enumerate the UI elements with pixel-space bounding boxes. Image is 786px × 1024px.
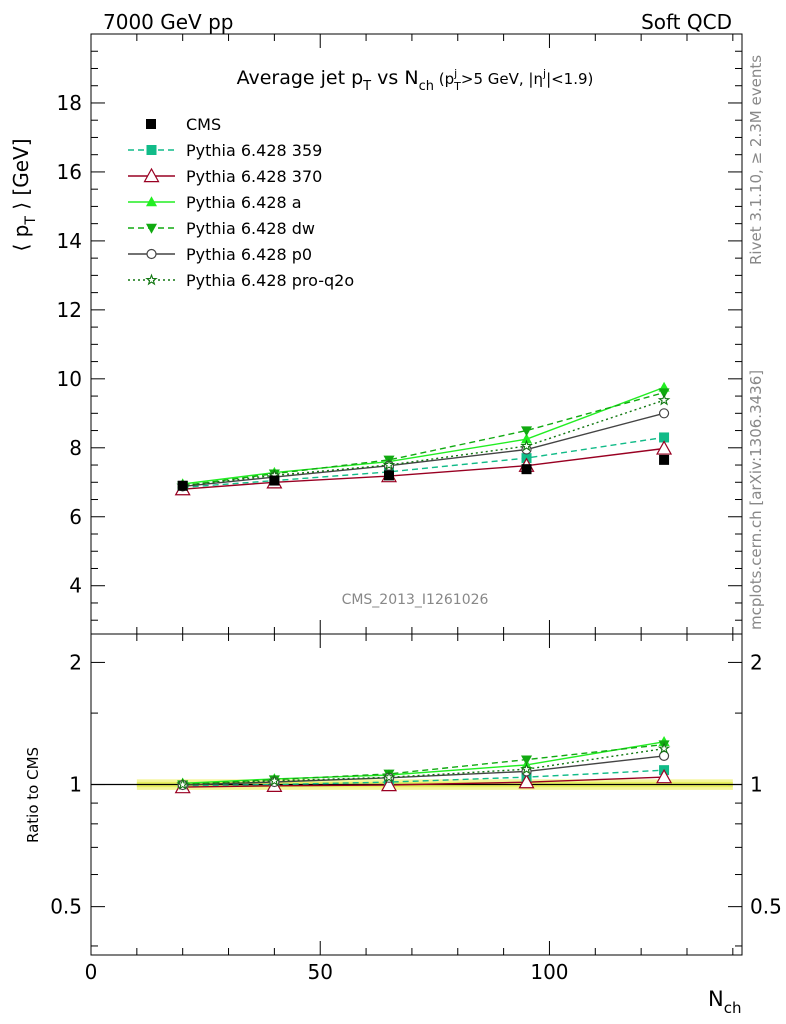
ratio-series-point-5 (268, 774, 281, 787)
ratio-series-point-5 (176, 777, 189, 790)
legend-marker-3 (145, 223, 158, 234)
legend-label-1: Pythia 6.428 370 (186, 167, 322, 186)
data-point (383, 470, 394, 481)
y-tick-label: 8 (69, 436, 82, 460)
x-tick-label: 50 (307, 960, 332, 984)
header-left: 7000 GeV pp (103, 10, 234, 34)
ratio-tick-label: 0.5 (50, 895, 82, 919)
y-tick-label: 12 (57, 298, 82, 322)
legend-marker-data (146, 119, 156, 129)
y-tick-label: 14 (57, 229, 82, 253)
legend-label-4: Pythia 6.428 p0 (186, 245, 312, 264)
ratio-y-axis-label: Ratio to CMS (24, 747, 42, 843)
y-tick-label: 18 (57, 91, 82, 115)
series-line-5 (182, 399, 665, 487)
ratio-series-point-5 (657, 742, 671, 754)
legend-marker-4 (146, 248, 157, 260)
ratio-series-line-3 (182, 743, 665, 786)
series-point-1 (656, 440, 673, 455)
x-tick-label: 100 (530, 960, 568, 984)
y-tick-label: 6 (69, 505, 82, 529)
legend: CMS Pythia 6.428 359 Pythia 6.428 370 Pythi… (128, 115, 354, 290)
legend-label-data: CMS (186, 115, 221, 134)
x-axis-label: Nch (708, 987, 741, 1017)
legend-marker-2 (145, 196, 158, 207)
rivet-label: Rivet 3.1.10, ≥ 2.3M events (747, 55, 765, 265)
ratio-tick-label: 1 (69, 773, 82, 797)
ratio-series-point-3 (521, 755, 533, 766)
mcplots-label: mcplots.cern.ch [arXiv:1306.3436] (747, 370, 765, 630)
series-point-3 (658, 388, 670, 399)
ratio-series-point-5 (520, 762, 533, 775)
ratio-tick-label-right: 2 (750, 650, 763, 674)
series-point-4 (658, 408, 670, 419)
series-line-2 (182, 386, 665, 485)
ratio-tick-label-right: 0.5 (750, 895, 782, 919)
ratio-tick-label-right: 1 (750, 773, 763, 797)
legend-label-2: Pythia 6.428 a (186, 193, 302, 212)
x-tick-label: 0 (85, 960, 98, 984)
y-tick-label: 16 (57, 160, 82, 184)
series-line-0 (182, 436, 665, 489)
ratio-series-point-5 (382, 770, 396, 783)
legend-marker-1 (143, 167, 160, 183)
series-point-5 (382, 458, 396, 471)
ratio-series-point-1 (380, 776, 398, 792)
analysis-watermark: CMS_2013_I1261026 (342, 592, 489, 608)
ratio-frame (90, 633, 743, 956)
ratio-series-point-4 (658, 750, 670, 761)
series-line-3 (182, 391, 665, 487)
legend-label-5: Pythia 6.428 pro-q2o (186, 271, 354, 290)
main-plot-area: 4 6 8 10 12 14 16 18 (57, 33, 743, 635)
data-point (177, 480, 188, 491)
y-tick-label: 4 (69, 574, 82, 598)
chart-title: Average jet pT vs Nch (pj T>5 GeV, |ηj|<1… (237, 67, 594, 94)
series-point-5 (520, 439, 533, 452)
data-point (269, 475, 280, 486)
ratio-series-point-1 (656, 768, 673, 784)
ratio-series-point-1 (518, 773, 535, 789)
ratio-tick-label: 2 (69, 650, 82, 674)
ratio-plot-area: 0 50 100 0.5 0.5 1 1 2 2 (50, 633, 782, 984)
legend-marker-5 (145, 273, 158, 286)
ratio-series-line-0 (182, 769, 665, 787)
header-right: Soft QCD (641, 10, 732, 34)
data-point (659, 454, 670, 465)
ratio-series-line-2 (182, 741, 665, 784)
legend-label-3: Pythia 6.428 dw (186, 219, 315, 238)
series-point-5 (657, 393, 671, 406)
y-axis-label: ⟨ pT ⟩ [GeV] (9, 138, 39, 251)
y-tick-label: 10 (57, 367, 82, 391)
legend-marker-0 (146, 145, 157, 155)
data-point (521, 464, 532, 475)
series-point-3 (521, 426, 533, 437)
legend-label-0: Pythia 6.428 359 (186, 141, 322, 160)
